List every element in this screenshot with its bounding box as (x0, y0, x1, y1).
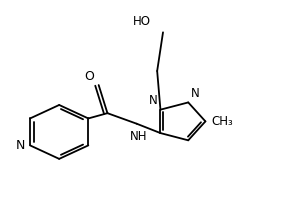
Text: CH₃: CH₃ (212, 115, 234, 128)
Text: N: N (16, 139, 25, 152)
Text: N: N (191, 87, 200, 100)
Text: NH: NH (129, 129, 147, 142)
Text: HO: HO (133, 15, 151, 28)
Text: N: N (149, 94, 158, 107)
Text: O: O (84, 70, 94, 83)
